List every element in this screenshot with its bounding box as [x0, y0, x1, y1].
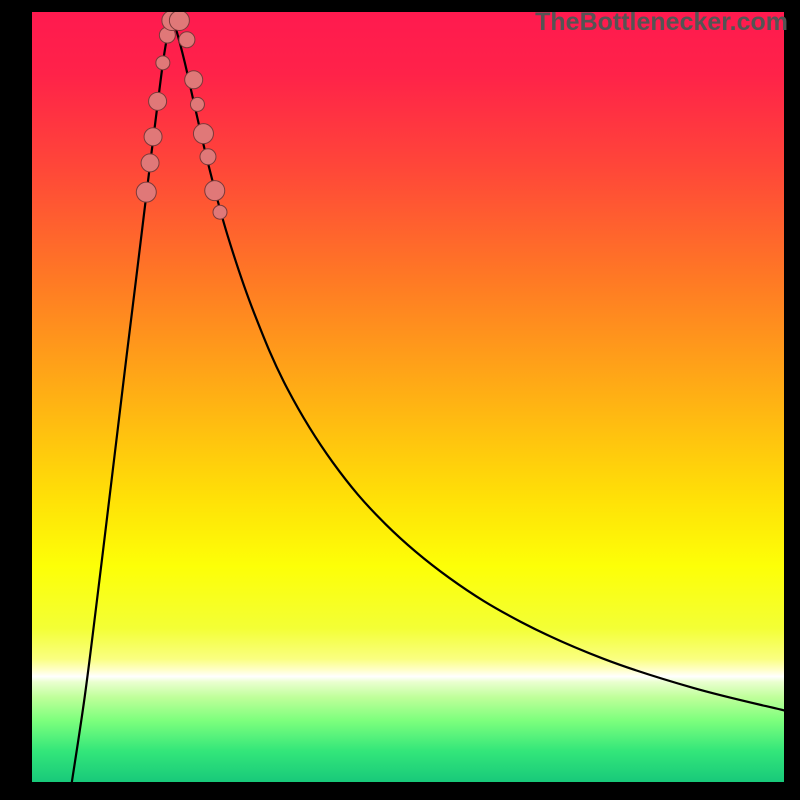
- data-marker: [193, 124, 213, 144]
- data-marker: [144, 128, 162, 146]
- data-marker: [156, 56, 170, 70]
- data-marker: [185, 71, 203, 89]
- watermark-text: TheBottlenecker.com: [535, 8, 788, 37]
- chart-frame: TheBottlenecker.com: [0, 0, 800, 800]
- data-marker: [205, 181, 225, 201]
- curve-right-branch: [171, 16, 784, 711]
- data-marker: [169, 12, 189, 30]
- data-marker: [141, 154, 159, 172]
- data-marker: [149, 92, 167, 110]
- data-marker: [200, 149, 216, 165]
- data-marker: [213, 205, 227, 219]
- marker-group: [136, 12, 227, 219]
- plot-area: [32, 12, 784, 782]
- data-marker: [136, 182, 156, 202]
- curve-layer: [32, 12, 784, 782]
- data-marker: [190, 97, 204, 111]
- data-marker: [179, 32, 195, 48]
